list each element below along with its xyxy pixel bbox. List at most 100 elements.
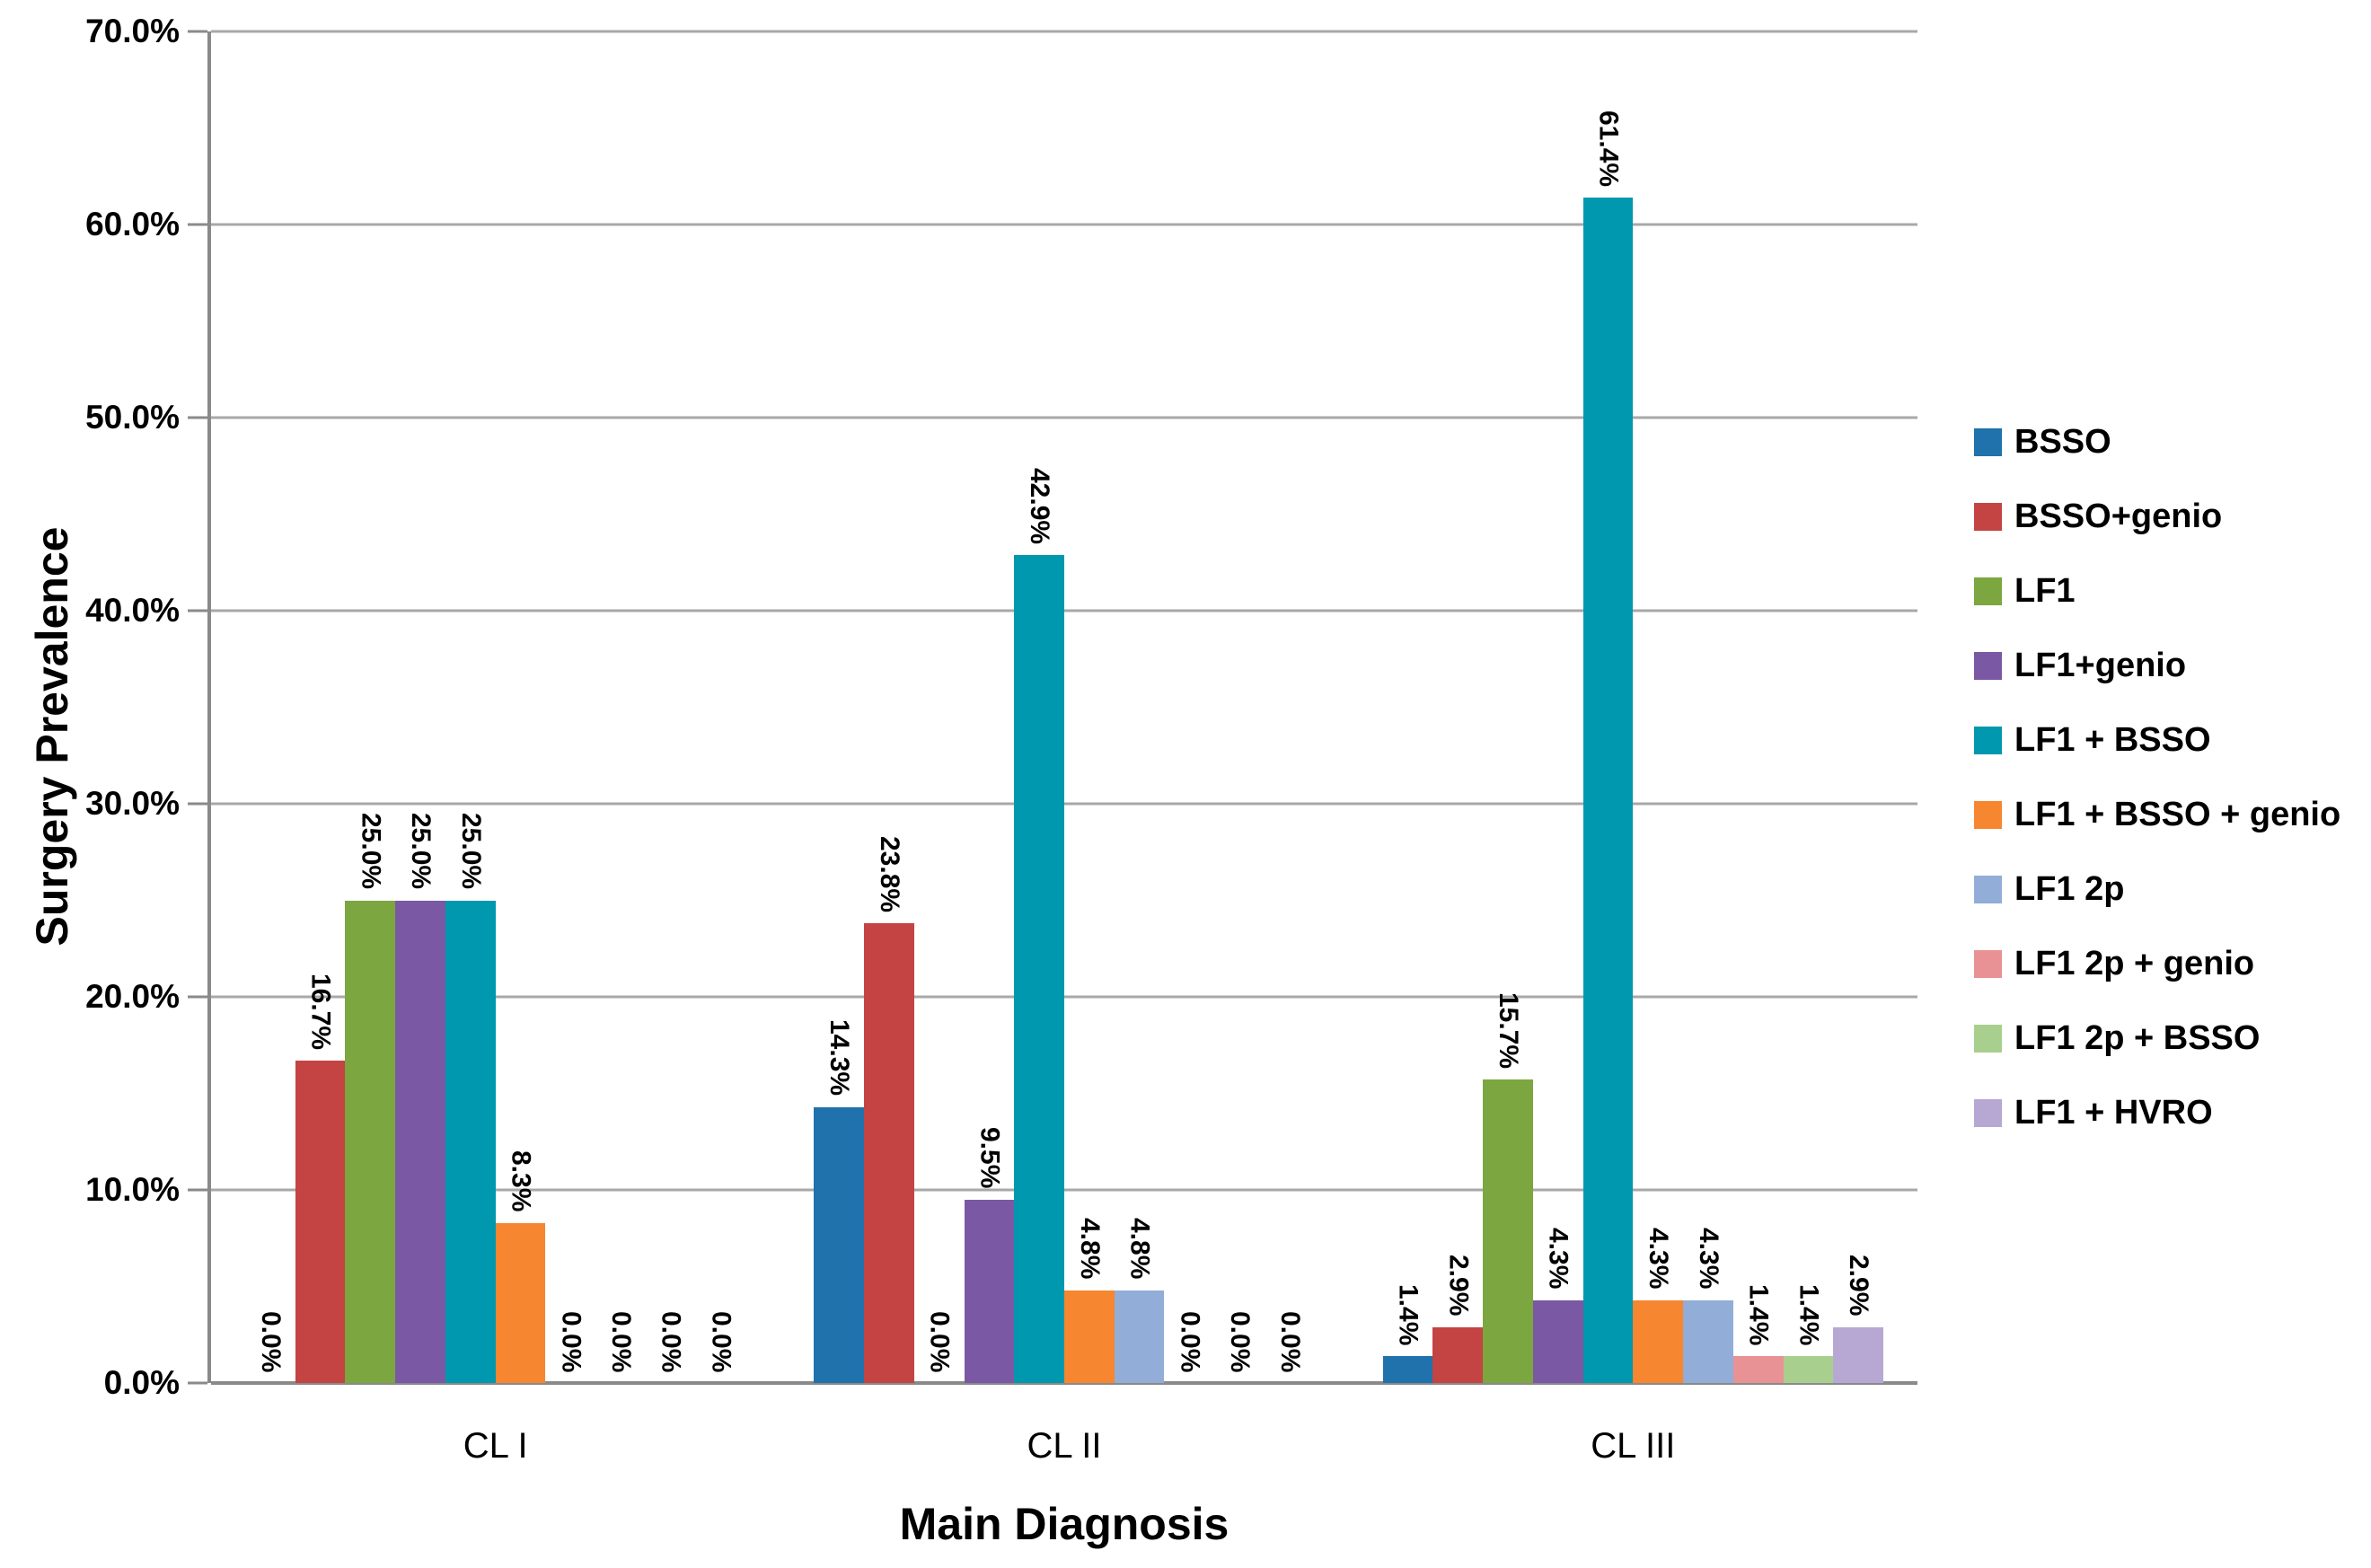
bar-value-label: 0.0% [255, 1310, 286, 1372]
bar-group-cl-ii: 14.3% 23.8% 0.0% 9.5% 42.9% 4.8% 4.8% 0.0% 0.0% 0… [780, 31, 1348, 1383]
gridline [211, 802, 1917, 806]
legend-swatch-lf1-2p [1974, 875, 2002, 903]
bar-bsso-genio-cl-iii [1432, 1326, 1484, 1383]
bar-lf1-hvro-cl-iii [1833, 1326, 1883, 1383]
bar-bsso-genio-cl-ii [864, 923, 914, 1383]
bar-value-label: 0.0% [1175, 1310, 1205, 1372]
legend-swatch-lf1-bsso-genio [1974, 800, 2002, 829]
bar-value-label: 4.8% [1124, 1218, 1155, 1280]
gridline [211, 30, 1917, 33]
bar-value-label: 2.9% [1443, 1255, 1474, 1317]
category-label-cl-i: CL I [463, 1426, 528, 1466]
y-tick-label: 70.0% [85, 13, 180, 49]
bar-lf1-2p-cl-ii [1114, 1290, 1165, 1383]
legend-item-lf1-2p-bsso: LF1 2p + BSSO [1974, 1018, 2340, 1058]
bar-value-label: 23.8% [874, 836, 904, 913]
bar-lf1-bsso-cl-ii [1014, 554, 1064, 1383]
bar-lf1-bsso-genio-cl-i [495, 1222, 546, 1383]
category-label-cl-iii: CL III [1591, 1426, 1676, 1466]
y-tick-label: 20.0% [85, 978, 180, 1015]
y-axis-line [207, 31, 211, 1383]
bar-value-label: 1.4% [1743, 1283, 1774, 1345]
legend-label: LF1 2p + BSSO [2014, 1018, 2261, 1057]
legend-label: LF1+genio [2014, 646, 2187, 684]
bar-bsso-genio-cl-i [295, 1060, 346, 1383]
bar-value-label: 4.3% [1644, 1228, 1674, 1290]
y-tick-label: 30.0% [85, 785, 180, 822]
legend-item-bsso-genio: BSSO+genio [1974, 497, 2340, 536]
bar-lf1-2p-bsso-cl-iii [1783, 1355, 1834, 1383]
y-axis-tick [188, 995, 207, 999]
y-tick-label: 40.0% [85, 592, 180, 629]
bar-lf1-cl-i [345, 900, 396, 1383]
legend-label: LF1 2p [2014, 869, 2125, 908]
bar-group-cl-iii: 1.4% 2.9% 15.7% 4.3% 61.4% 4.3% 4.3% 1.4% 1.4% 2.… [1349, 31, 1917, 1383]
legend-item-lf1-2p: LF1 2p [1974, 869, 2340, 909]
x-axis-line [211, 1381, 1917, 1385]
legend-swatch-bsso-genio [1974, 502, 2002, 531]
bar-group-cl-i: 0.0% 16.7% 25.0% 25.0% 25.0% 8.3% 0.0% 0.0% 0.0%… [211, 31, 780, 1383]
bar-value-label: 2.9% [1844, 1255, 1874, 1317]
bar-value-label: 25.0% [406, 813, 436, 890]
legend-label: LF1 + BSSO + genio [2014, 795, 2341, 833]
bar-value-label: 4.3% [1693, 1228, 1723, 1290]
bar-bsso-cl-ii [814, 1106, 865, 1383]
legend-item-lf1-bsso-genio: LF1 + BSSO + genio [1974, 795, 2340, 834]
legend-label: LF1 2p + genio [2014, 944, 2255, 982]
bar-value-label: 14.3% [824, 1019, 855, 1097]
bar-value-label: 0.0% [924, 1310, 955, 1372]
bar-value-label: 25.0% [455, 813, 486, 890]
bar-value-label: 0.0% [556, 1310, 586, 1372]
bar-value-label: 4.8% [1074, 1218, 1105, 1280]
gridline [211, 995, 1917, 999]
bar-value-label: 25.0% [356, 813, 386, 890]
gridline [211, 416, 1917, 419]
bar-value-label: 61.4% [1593, 110, 1624, 187]
legend-item-lf1-bsso: LF1 + BSSO [1974, 720, 2340, 760]
y-tick-label: 50.0% [85, 399, 180, 436]
plot-area: 70.0% 60.0% 50.0% 40.0% 30.0% 20.0% 10.0% 0.0% 0… [85, 13, 1917, 1401]
legend-label: BSSO+genio [2014, 497, 2223, 535]
bar-value-label: 0.0% [706, 1310, 736, 1372]
y-axis-title: Surgery Prevalence [27, 526, 77, 947]
x-axis-title: Main Diagnosis [899, 1499, 1230, 1549]
bar-lf1-bsso-cl-i [445, 900, 496, 1383]
bar-lf1-cl-iii [1483, 1079, 1533, 1383]
y-axis-tick [188, 223, 207, 226]
bar-value-label: 0.0% [656, 1310, 686, 1372]
bar-lf1-genio-cl-ii [964, 1199, 1015, 1383]
bar-value-label: 1.4% [1794, 1283, 1824, 1345]
bar-value-label: 9.5% [974, 1127, 1005, 1189]
legend-label: LF1 + BSSO [2014, 720, 2211, 759]
y-axis-tick [188, 30, 207, 33]
legend-swatch-lf1-genio [1974, 651, 2002, 680]
y-axis-tick [188, 1188, 207, 1192]
bar-value-label: 0.0% [606, 1310, 636, 1372]
legend-swatch-lf1 [1974, 577, 2002, 605]
legend: BSSO BSSO+genio LF1 LF1+genio LF1 + BSSO LF1 … [1974, 422, 2340, 1132]
bar-value-label: 0.0% [1225, 1310, 1256, 1372]
legend-swatch-lf1-hvro [1974, 1098, 2002, 1127]
bar-lf1-bsso-genio-cl-ii [1063, 1290, 1115, 1383]
y-axis-tick [188, 416, 207, 419]
bar-lf1-2p-genio-cl-iii [1732, 1355, 1784, 1383]
legend-item-lf1-hvro: LF1 + HVRO [1974, 1093, 2340, 1132]
gridline [211, 609, 1917, 612]
bar-value-label: 15.7% [1493, 992, 1523, 1070]
bar-value-label: 16.7% [305, 973, 336, 1050]
y-axis-tick [188, 1381, 207, 1385]
bar-value-label: 8.3% [506, 1150, 536, 1212]
legend-item-lf1-2p-genio: LF1 2p + genio [1974, 944, 2340, 983]
y-tick-label: 0.0% [103, 1364, 180, 1401]
legend-item-lf1-genio: LF1+genio [1974, 646, 2340, 685]
legend-swatch-lf1-bsso [1974, 726, 2002, 754]
legend-item-lf1: LF1 [1974, 571, 2340, 611]
y-tick-label: 10.0% [85, 1171, 180, 1208]
bar-lf1-genio-cl-i [395, 900, 445, 1383]
gridline [211, 223, 1917, 226]
bar-bsso-cl-iii [1382, 1355, 1433, 1383]
bar-value-label: 1.4% [1393, 1283, 1423, 1345]
y-axis-tick [188, 609, 207, 612]
bar-value-label: 42.9% [1025, 467, 1055, 544]
bar-lf1-2p-cl-iii [1683, 1299, 1733, 1383]
